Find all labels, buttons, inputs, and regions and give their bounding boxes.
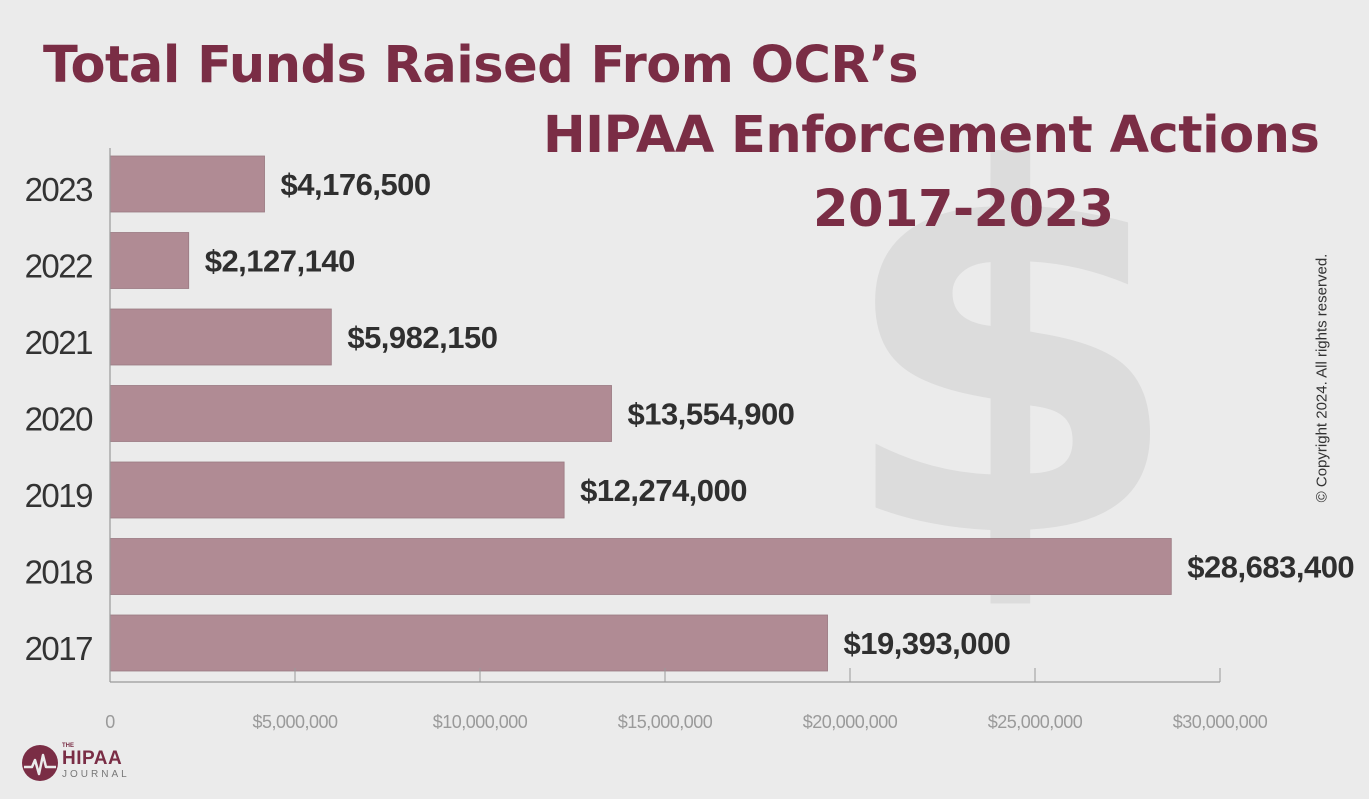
data-label-2020: $13,554,900 <box>628 397 795 432</box>
heartbeat-icon <box>22 745 58 781</box>
hipaa-journal-logo: THE HIPAA JOURNAL <box>22 743 162 783</box>
x-tick-label: 0 <box>105 712 115 732</box>
y-tick-label-2022: 2022 <box>25 248 93 285</box>
y-tick-label-2021: 2021 <box>25 324 93 361</box>
bar-2021 <box>109 308 332 366</box>
logo-journal: JOURNAL <box>62 769 130 780</box>
data-label-2017: $19,393,000 <box>844 626 1011 661</box>
chart-title-line-1: Total Funds Raised From OCR’s <box>43 36 918 95</box>
chart-title-line-2: HIPAA Enforcement Actions <box>543 106 1320 165</box>
data-label-2021: $5,982,150 <box>347 320 497 355</box>
y-tick-label-2023: 2023 <box>25 171 93 208</box>
bar-2019 <box>109 461 565 519</box>
x-tick-label: $10,000,000 <box>433 712 528 732</box>
copyright-notice: © Copyright 2024. All rights reserved. <box>1313 253 1331 503</box>
bar-2020 <box>109 385 612 442</box>
logo-hipaa: HIPAA <box>62 748 123 769</box>
x-tick-label: $15,000,000 <box>618 712 713 732</box>
logo-the: THE <box>62 743 74 749</box>
data-label-2022: $2,127,140 <box>205 244 355 279</box>
bar-2017 <box>109 614 828 672</box>
bar-2022 <box>109 232 190 289</box>
y-tick-label-2017: 2017 <box>25 630 93 667</box>
bar-2018 <box>109 538 1172 595</box>
data-label-2018: $28,683,400 <box>1187 550 1354 585</box>
chart-title-line-3: 2017-2023 <box>813 180 1114 239</box>
y-tick-label-2019: 2019 <box>25 477 93 514</box>
bar-2023 <box>109 155 265 213</box>
x-tick-label: $5,000,000 <box>252 712 338 732</box>
y-tick-label-2018: 2018 <box>25 554 93 591</box>
x-tick-label: $20,000,000 <box>803 712 898 732</box>
x-tick-label: $25,000,000 <box>988 712 1083 732</box>
data-label-2023: $4,176,500 <box>281 167 431 202</box>
y-tick-label-2020: 2020 <box>25 401 94 438</box>
x-tick-label: $30,000,000 <box>1173 712 1268 732</box>
data-label-2019: $12,274,000 <box>580 473 747 508</box>
